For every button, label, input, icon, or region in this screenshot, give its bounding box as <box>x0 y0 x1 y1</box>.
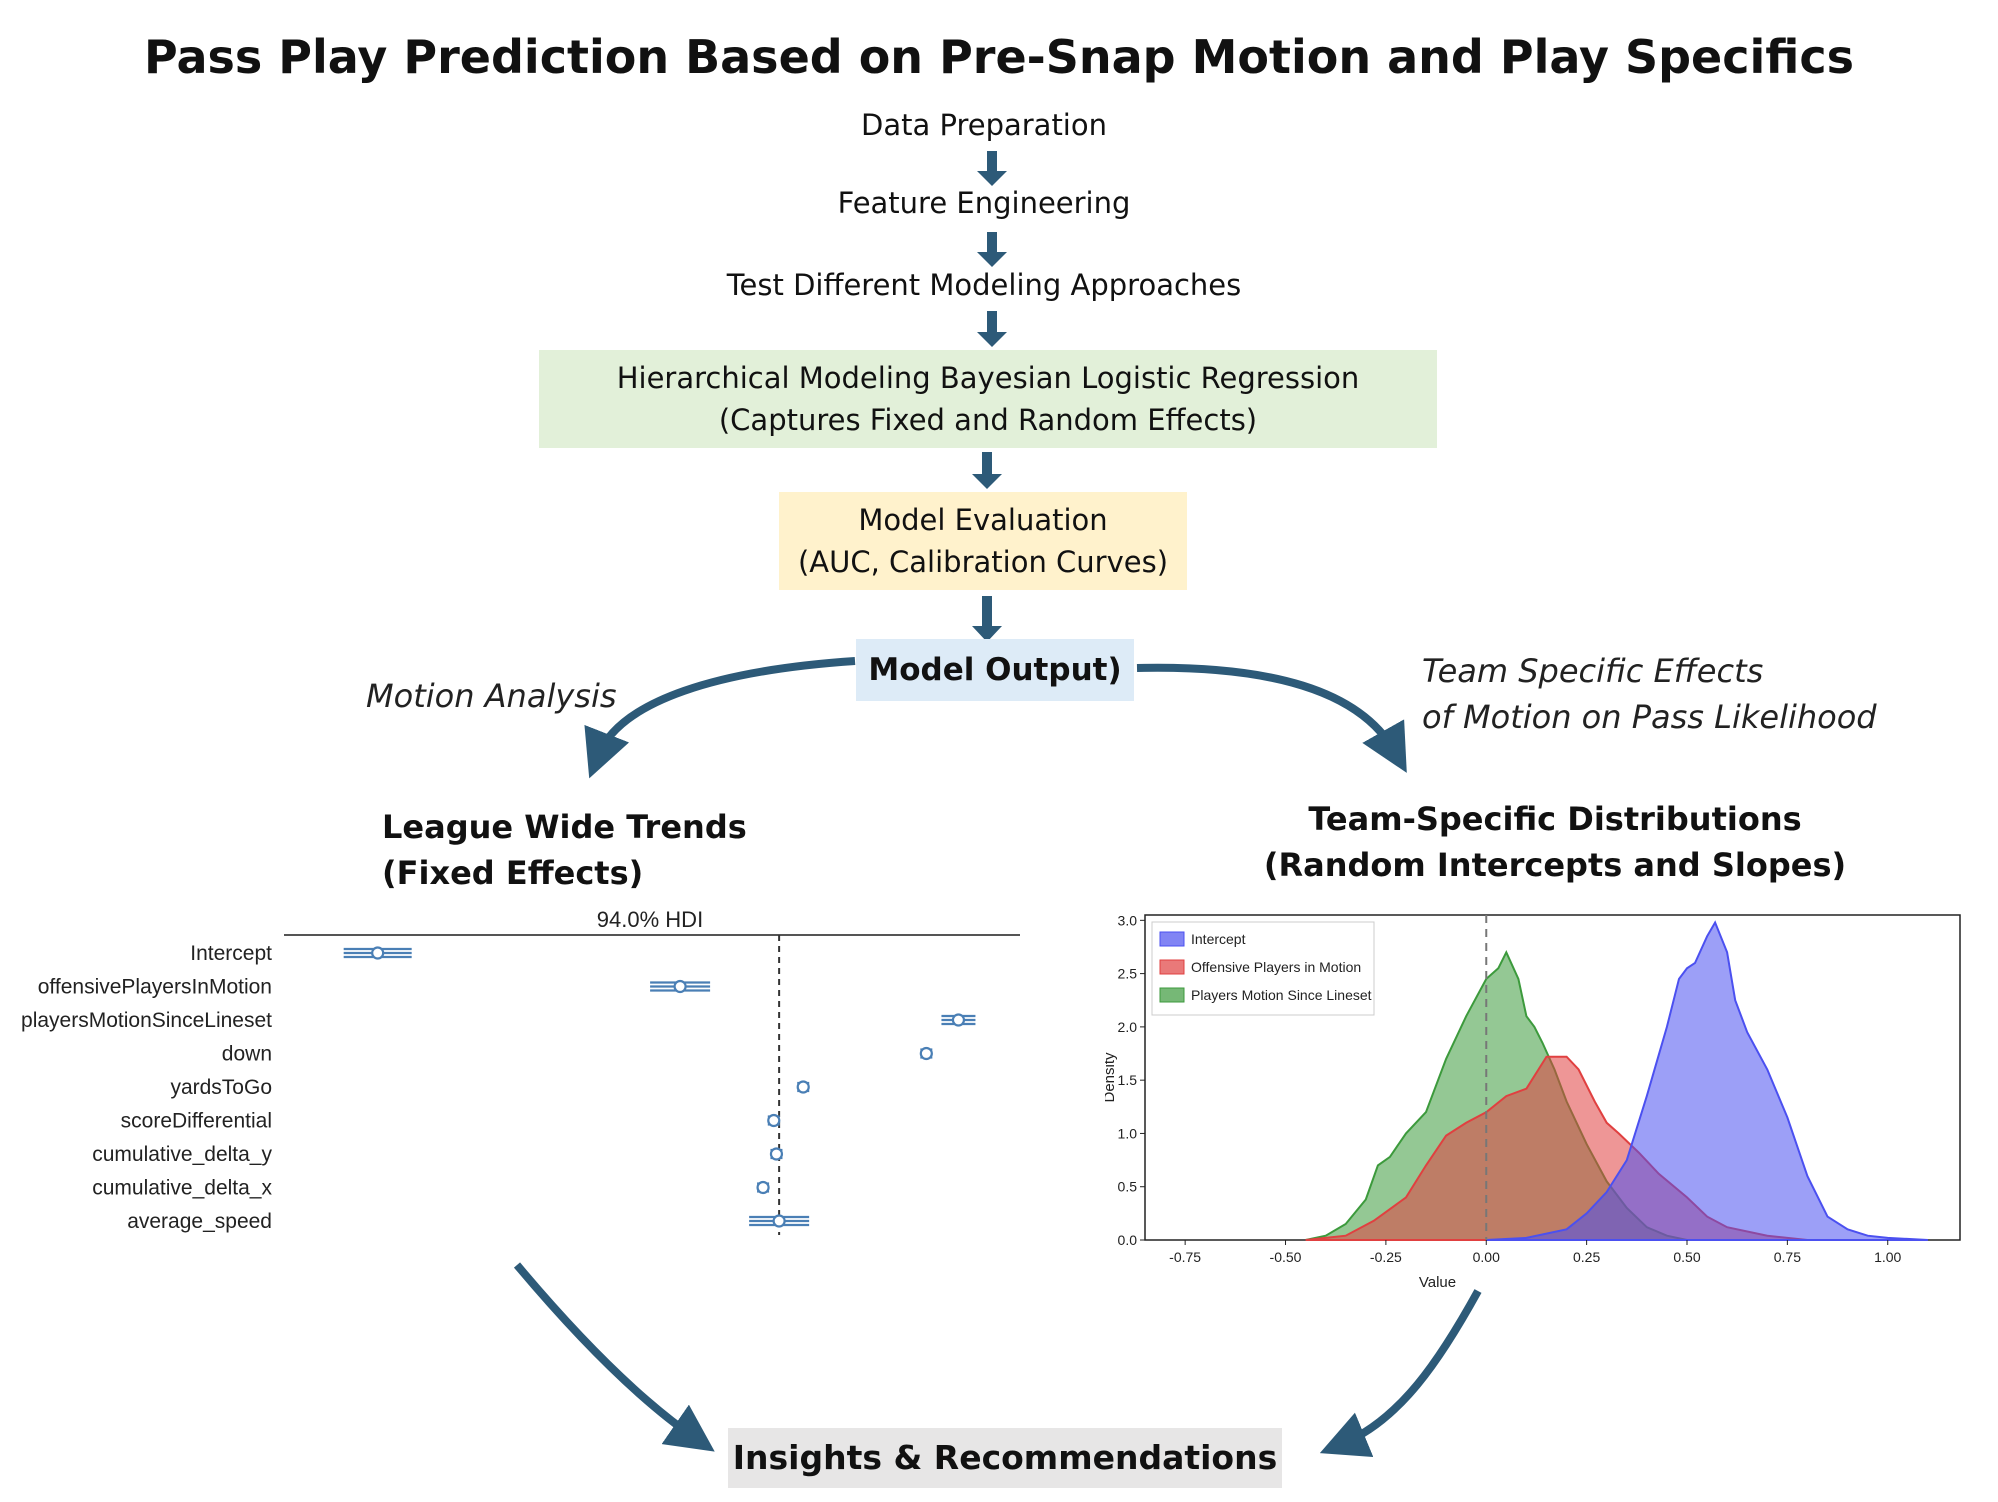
legend-box <box>1151 921 1375 1016</box>
y-tick-label: 0.5 <box>1118 1179 1138 1195</box>
evaluation-box: Model Evaluation (AUC, Calibration Curve… <box>779 492 1187 590</box>
team-effects-line1: Team Specific Effects <box>1422 652 1764 690</box>
league-trends-line2: (Fixed Effects) <box>382 854 644 892</box>
step-data-preparation: Data Preparation <box>861 108 1107 142</box>
y-tick-label: 0.0 <box>1118 1232 1138 1248</box>
legend-swatch <box>1159 959 1185 975</box>
y-tick-label: 1.5 <box>1118 1072 1138 1088</box>
y-tick-label: 1.0 <box>1118 1125 1138 1141</box>
forest-point <box>919 1046 933 1061</box>
forest-label: cumulative_delta_x <box>92 1177 272 1200</box>
x-axis-label: Value <box>1419 1274 1456 1291</box>
forest-interval <box>796 1080 810 1094</box>
right-final-arrow <box>1319 1289 1482 1457</box>
x-tick-label: 0.00 <box>1473 1249 1500 1265</box>
forest-interval <box>769 1147 784 1161</box>
x-tick-label: 0.50 <box>1673 1249 1700 1265</box>
y-axis-label: Density <box>1105 1052 1118 1103</box>
forest-label: offensivePlayersInMotion <box>38 976 272 999</box>
team-distributions-line1: Team-Specific Distributions <box>1308 800 1802 838</box>
step-feature-engineering: Feature Engineering <box>837 186 1131 220</box>
forest-label: scoreDifferential <box>121 1110 272 1133</box>
forest-interval <box>749 1214 810 1228</box>
down-arrows <box>972 151 1007 642</box>
forest-point <box>673 979 687 994</box>
model-box: Hierarchical Modeling Bayesian Logistic … <box>539 350 1437 448</box>
league-trends-line1: League Wide Trends <box>382 808 747 846</box>
down-arrow-3 <box>977 311 1007 347</box>
down-arrow-1 <box>977 151 1007 186</box>
step-test-modeling: Test Different Modeling Approaches <box>726 268 1242 302</box>
forest-point <box>772 1214 786 1228</box>
density-plot: -0.75 -0.50 -0.25 0.00 0.25 0.50 0.75 1.00 0.0 0.… <box>1105 912 1961 1291</box>
forest-point <box>769 1147 784 1161</box>
y-tick-label: 3.0 <box>1118 912 1138 928</box>
forest-point <box>951 1013 966 1027</box>
league-trends-title: League Wide Trends (Fixed Effects) <box>382 804 747 896</box>
forest-plot-title: 94.0% HDI <box>597 907 703 932</box>
legend-swatch <box>1159 931 1185 947</box>
forest-label: Intercept <box>190 942 272 965</box>
forest-interval <box>941 1013 976 1027</box>
x-tick-label: -0.75 <box>1169 1249 1201 1265</box>
forest-label: yardsToGo <box>170 1076 272 1099</box>
team-distributions-line2: (Random Intercepts and Slopes) <box>1263 846 1847 884</box>
evaluation-box-line2: (AUC, Calibration Curves) <box>797 545 1169 579</box>
model-box-line1: Hierarchical Modeling Bayesian Logistic … <box>616 361 1360 395</box>
right-branch-arrow <box>1136 663 1407 773</box>
legend-label: Offensive Players in Motion <box>1191 959 1361 975</box>
left-branch-arrow <box>584 657 856 779</box>
y-tick-label: 2.5 <box>1118 966 1138 982</box>
team-effects-label: Team Specific Effects of Motion on Pass … <box>1422 648 1877 740</box>
legend-label: Players Motion Since Lineset <box>1191 987 1372 1003</box>
team-distributions-title: Team-Specific Distributions (Random Inte… <box>1230 796 1880 888</box>
forest-interval <box>919 1046 933 1061</box>
forest-point <box>371 946 385 960</box>
forest-interval <box>343 946 412 960</box>
legend-swatch <box>1159 987 1185 1003</box>
down-arrow-2 <box>977 232 1007 267</box>
forest-interval <box>650 979 711 994</box>
forest-interval <box>756 1180 770 1195</box>
team-effects-line2: of Motion on Pass Likelihood <box>1422 698 1877 736</box>
left-final-arrow <box>513 1262 715 1452</box>
page-title: Pass Play Prediction Based on Pre-Snap M… <box>144 30 1854 84</box>
forest-label: average_speed <box>127 1210 272 1233</box>
x-tick-label: 0.25 <box>1573 1249 1600 1265</box>
forest-interval <box>767 1113 781 1128</box>
forest-plot: 94.0% HDI Intercept offensivePlayersInMot… <box>21 907 1020 1235</box>
forest-label: cumulative_delta_y <box>92 1143 272 1166</box>
model-box-line2: (Captures Fixed and Random Effects) <box>718 403 1258 437</box>
down-arrow-4 <box>972 452 1002 489</box>
forest-point <box>767 1113 781 1128</box>
model-output-box: Model Output) <box>856 639 1134 701</box>
motion-analysis-label: Motion Analysis <box>366 677 617 715</box>
y-tick-label: 2.0 <box>1118 1019 1138 1035</box>
x-tick-label: 1.00 <box>1874 1249 1901 1265</box>
legend-label: Intercept <box>1191 931 1246 947</box>
evaluation-box-line1: Model Evaluation <box>858 503 1108 537</box>
x-tick-label: -0.25 <box>1370 1249 1402 1265</box>
x-tick-label: 0.75 <box>1774 1249 1801 1265</box>
forest-point <box>796 1080 810 1094</box>
down-arrow-5 <box>972 596 1002 642</box>
forest-label: down <box>222 1043 272 1066</box>
x-tick-label: -0.50 <box>1270 1249 1302 1265</box>
forest-label: playersMotionSinceLineset <box>21 1009 272 1032</box>
density-area <box>1486 920 1928 1241</box>
insights-box: Insights & Recommendations <box>728 1428 1282 1488</box>
forest-point <box>756 1180 770 1195</box>
